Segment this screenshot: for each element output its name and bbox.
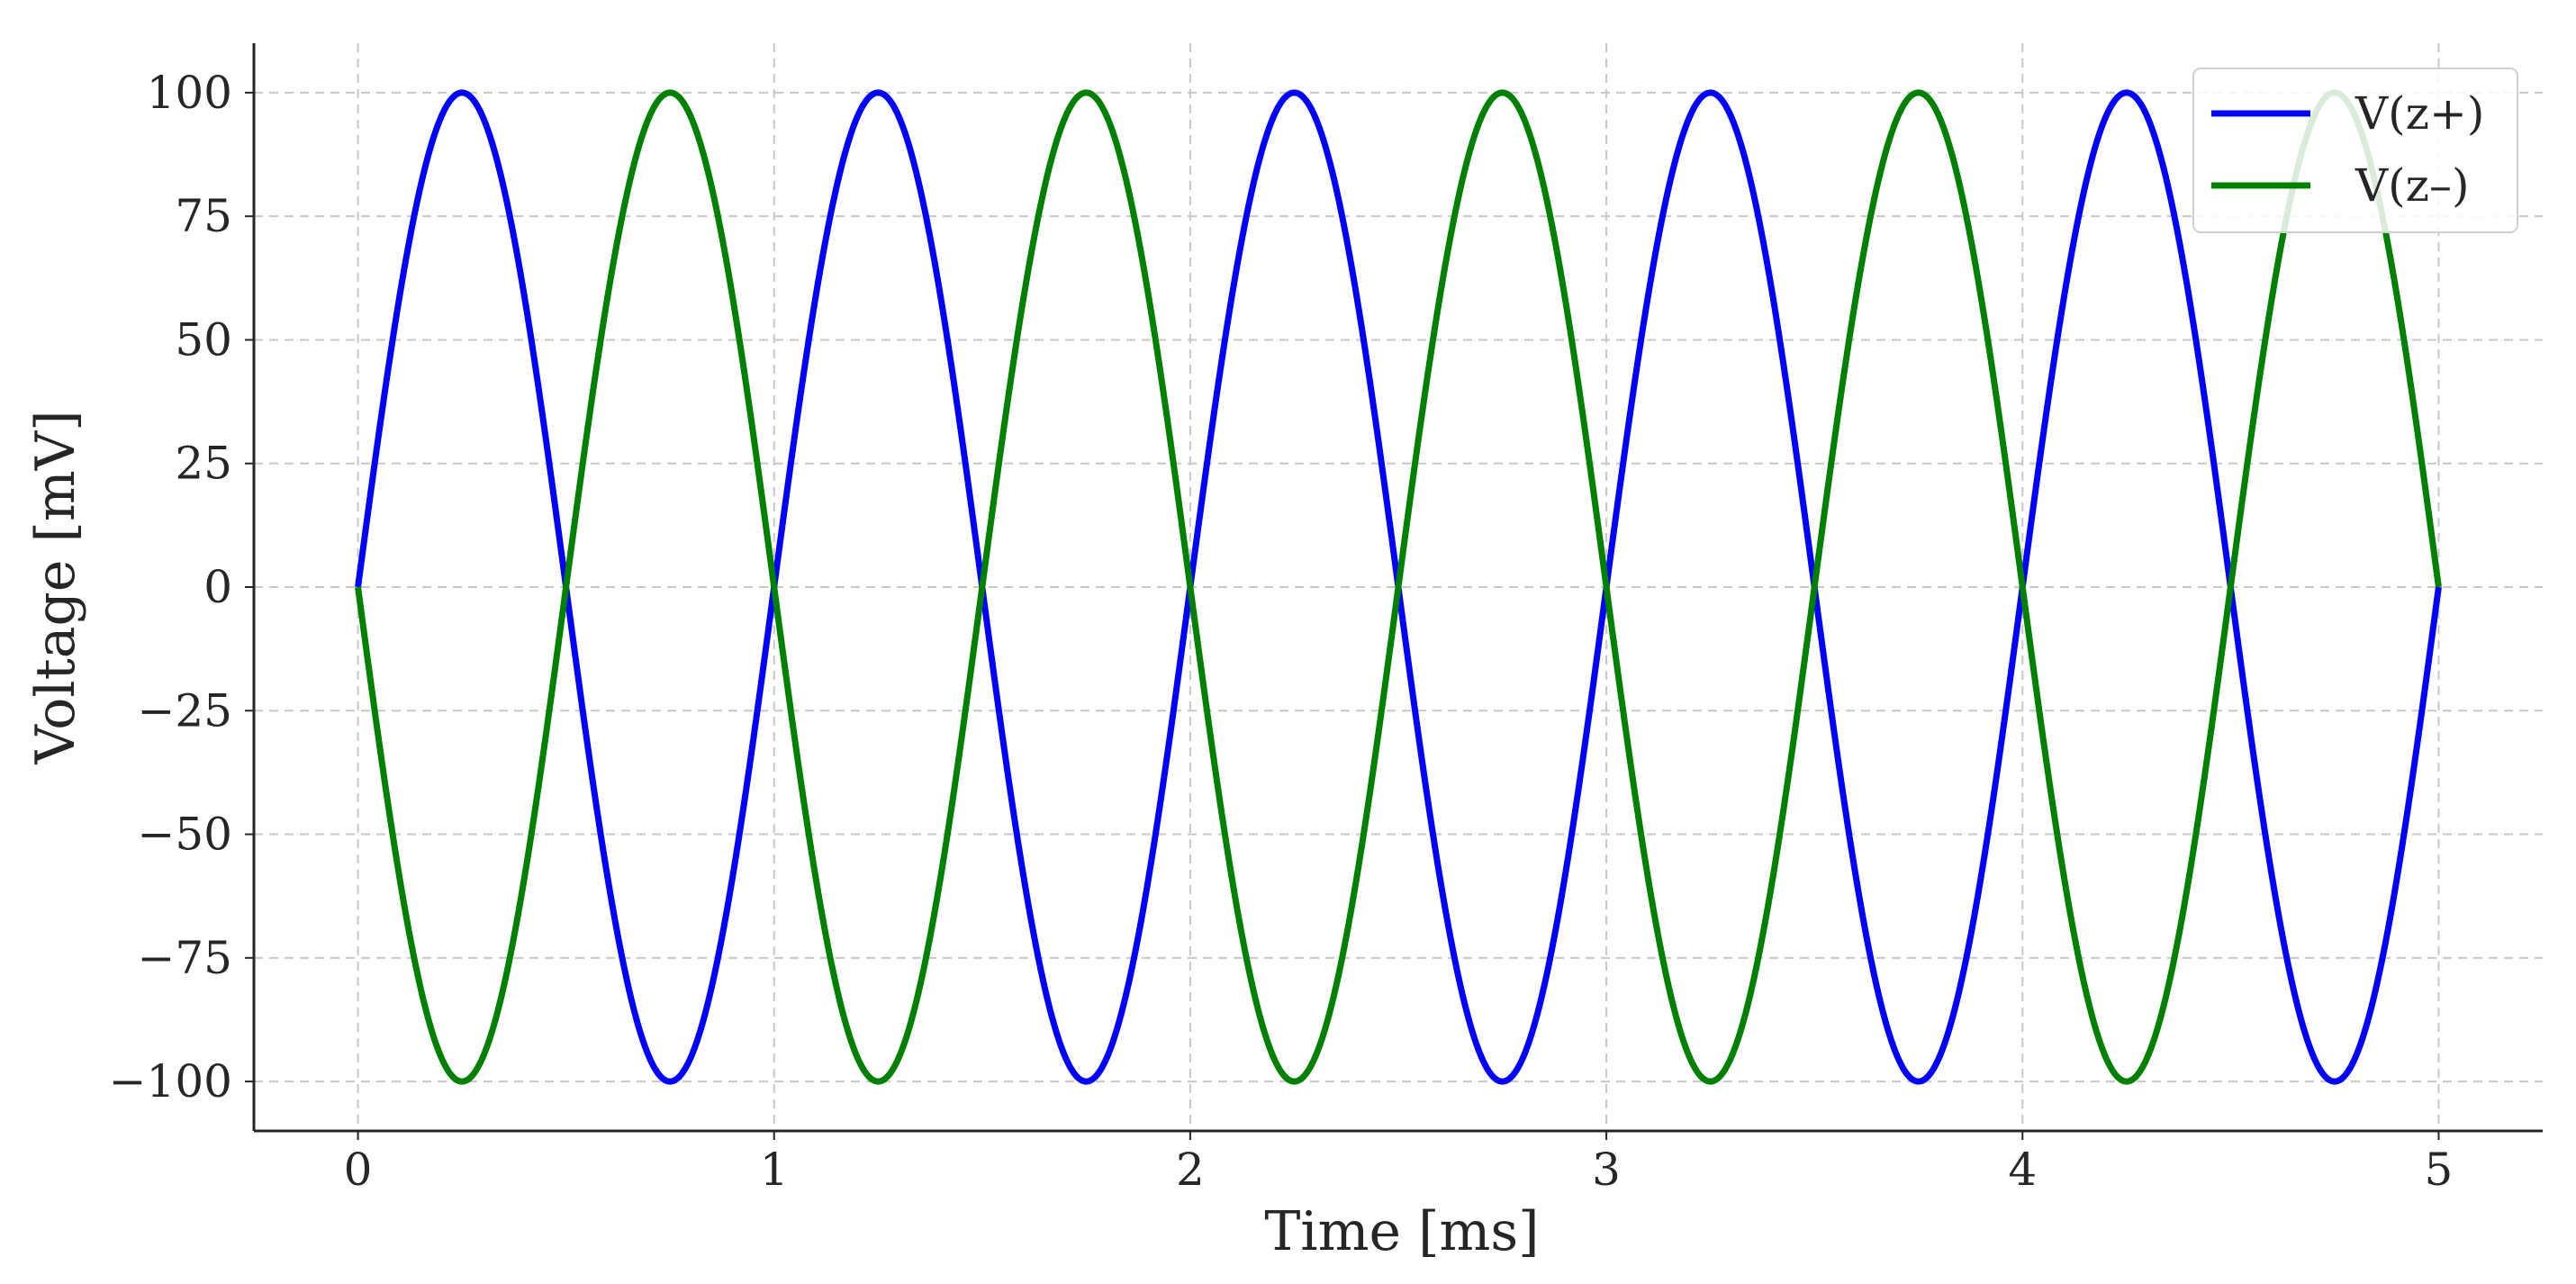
y-tick-label: 50: [175, 313, 232, 366]
plot-series: [355, 89, 2442, 1085]
x-tick-label: 1: [760, 1144, 789, 1196]
y-tick-label: −75: [137, 932, 232, 984]
y-tick-label: 100: [147, 67, 232, 119]
axes: [245, 43, 2543, 1140]
y-tick-label: 0: [203, 561, 232, 613]
x-tick-label: 4: [2008, 1144, 2037, 1196]
legend-box: [2192, 68, 2518, 233]
y-tick-label: −50: [137, 809, 232, 861]
x-tick-label: 2: [1176, 1144, 1205, 1196]
x-tick-label: 3: [1592, 1144, 1621, 1196]
y-tick-label: −25: [137, 684, 232, 737]
y-tick-label: 75: [175, 190, 232, 242]
legend-label: V(z–): [2355, 159, 2469, 212]
x-tick-label: 0: [344, 1144, 373, 1196]
tick-labels: 0 1 2 3 4 5 100 75 50 25 0 −25 −50 −75 −100: [109, 67, 2454, 1196]
legend: V(z+) V(z–): [2192, 68, 2518, 233]
series-line-v-z-minus: [355, 89, 2442, 1085]
y-axis-title: Voltage [mV]: [24, 410, 87, 764]
y-tick-label: −100: [109, 1055, 232, 1108]
y-tick-label: 25: [175, 438, 232, 490]
legend-label: V(z+): [2355, 87, 2484, 140]
x-axis-title: Time [ms]: [1264, 1200, 1539, 1263]
x-tick-label: 5: [2425, 1144, 2454, 1196]
